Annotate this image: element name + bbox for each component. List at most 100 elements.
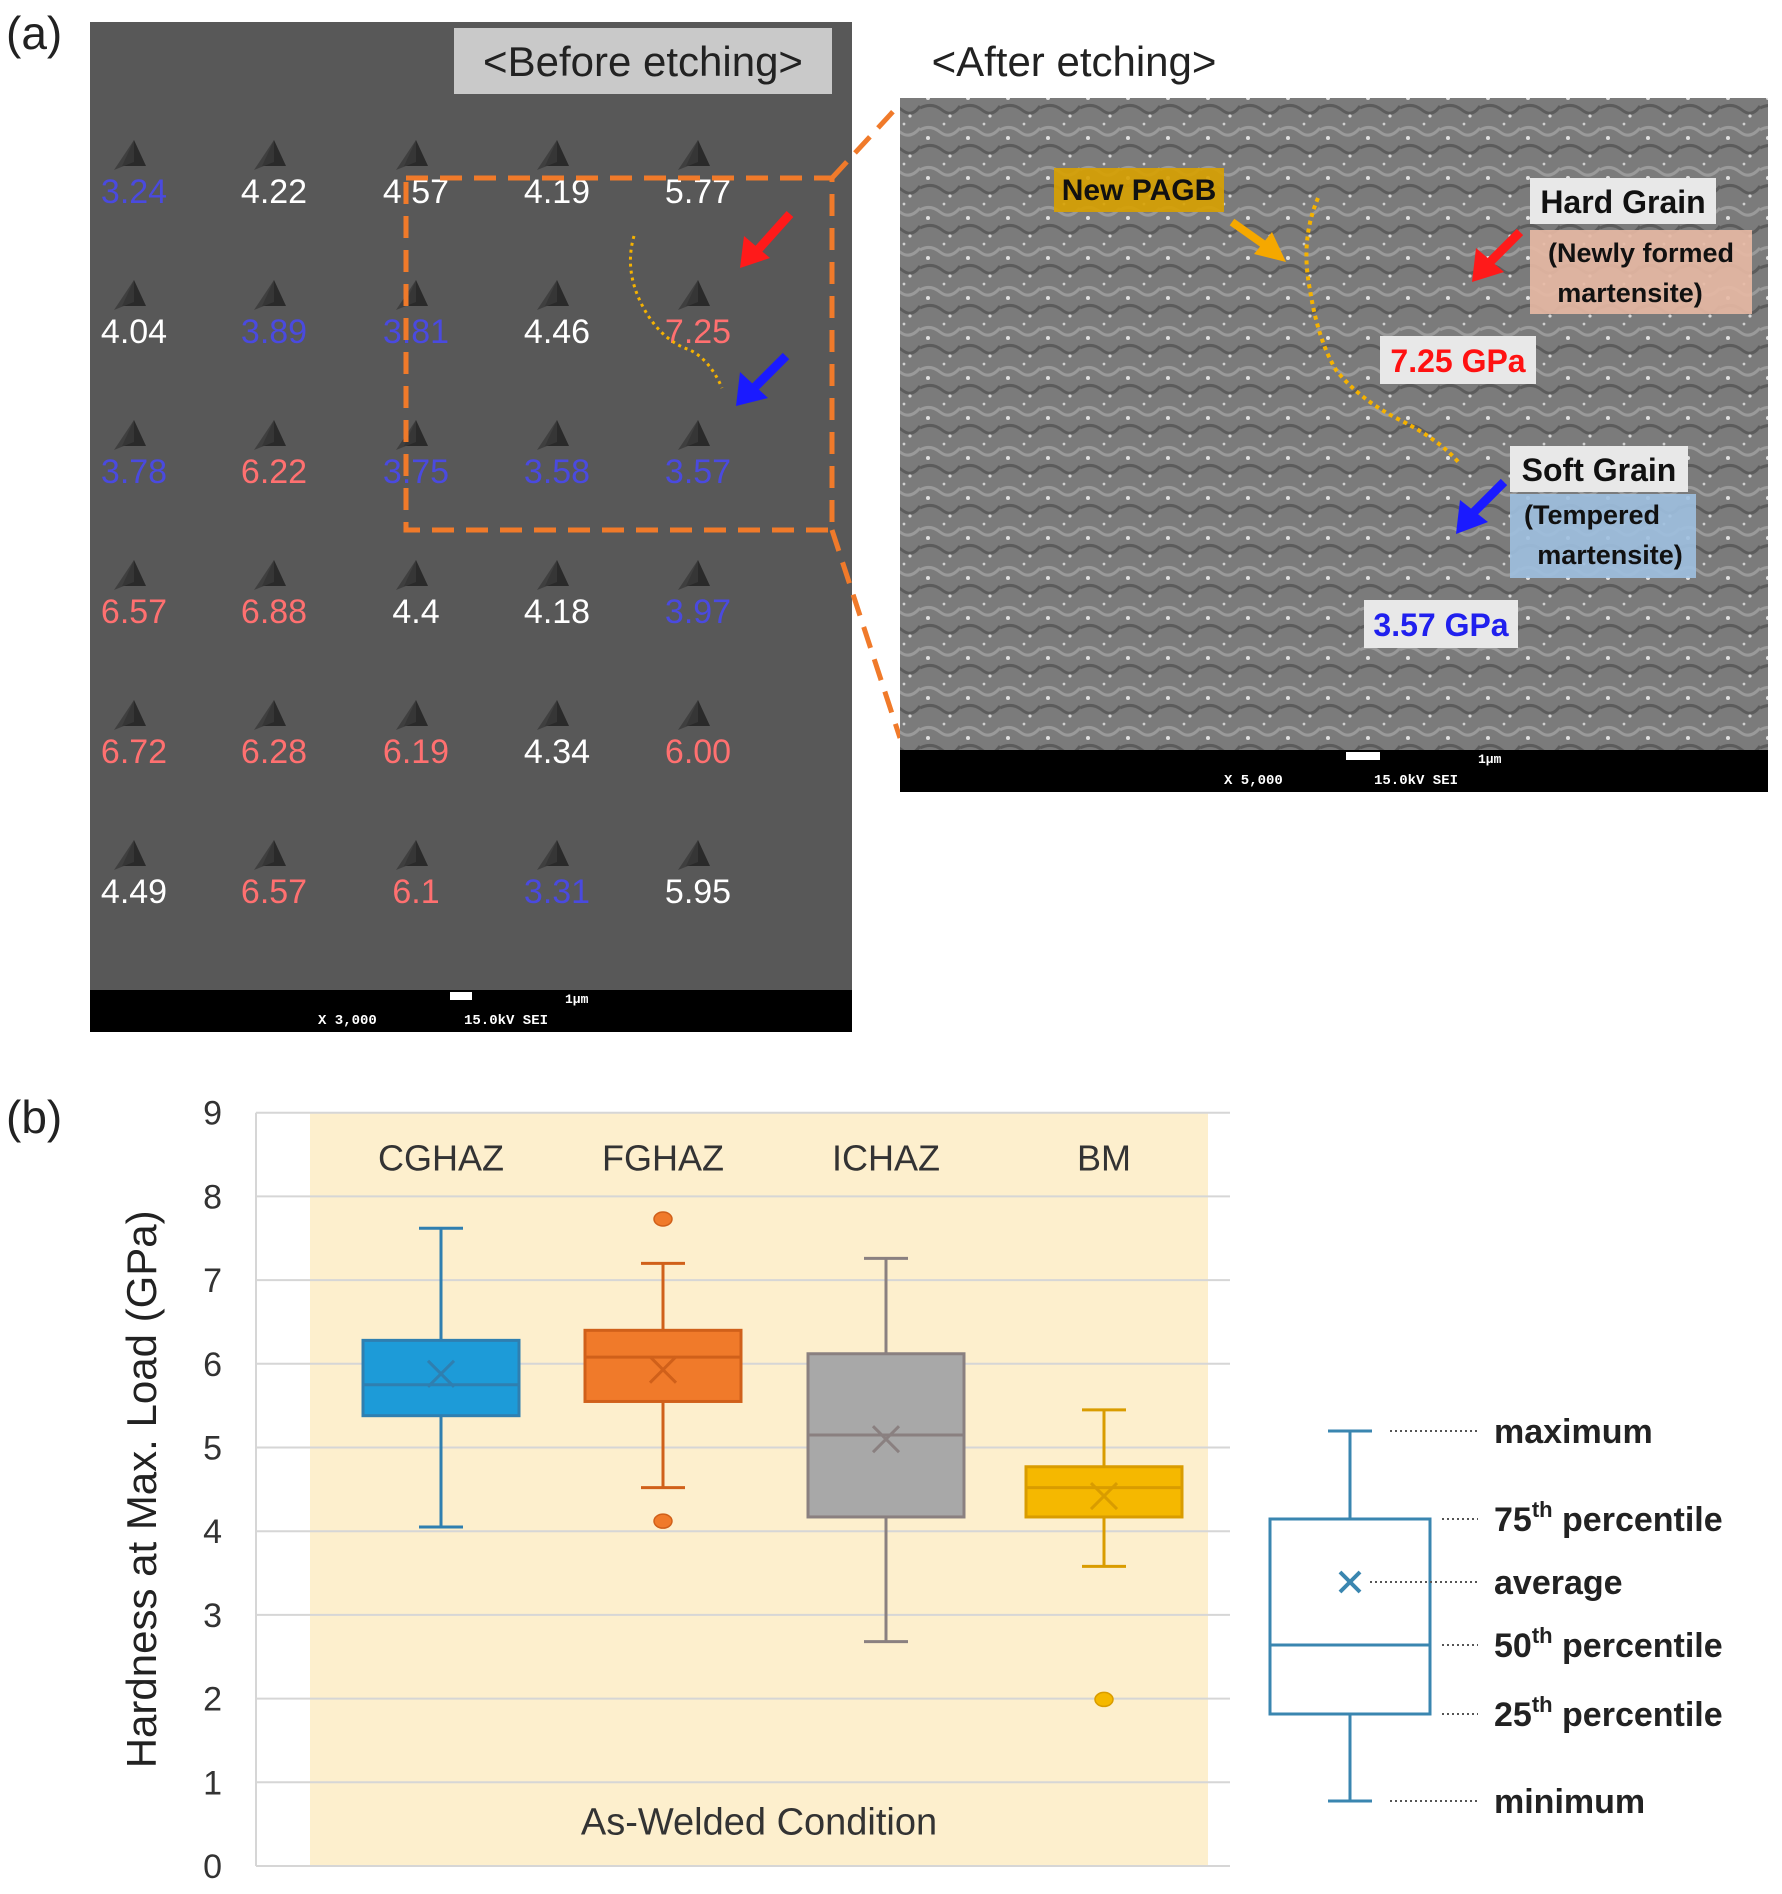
indent-mark (114, 140, 146, 170)
sem-info-bar-right (900, 750, 1768, 792)
hardness-value: 3.97 (665, 593, 731, 631)
panel-a-figure: 1μm X 3,000 15.0kV SEI <Before etching> … (90, 22, 1768, 1032)
hardness-value: 5.95 (665, 873, 731, 911)
hardness-value: 4.04 (101, 313, 167, 351)
y-tick-label: 8 (203, 1178, 222, 1216)
indent-mark (537, 560, 569, 590)
voltage-right: 15.0kV SEI (1374, 773, 1458, 789)
y-tick-label: 9 (203, 1095, 222, 1133)
hardness-value: 6.57 (101, 593, 167, 631)
red-arrow-right (1472, 228, 1524, 282)
indent-mark (396, 700, 428, 730)
hardness-value: 6.22 (241, 453, 307, 491)
indent-mark (114, 560, 146, 590)
indent-mark (678, 140, 710, 170)
hard-grain-desc-2: martensite) (1557, 278, 1703, 308)
mean-marker (648, 1355, 678, 1384)
hardness-value: 4.49 (101, 873, 167, 911)
pagb-line-right (1304, 197, 1462, 466)
zoom-region-box (403, 175, 835, 533)
voltage-left: 15.0kV SEI (464, 1013, 548, 1029)
before-title: <Before etching> (483, 38, 803, 85)
legend-mean-marker (1338, 1570, 1362, 1594)
indent-mark (537, 700, 569, 730)
soft-grain-desc-1: (Tempered (1524, 500, 1660, 530)
indent-mark (396, 140, 428, 170)
indent-mark (114, 840, 146, 870)
y-tick-label: 6 (203, 1346, 222, 1384)
soft-grain-desc-box (1510, 494, 1696, 578)
indent-mark (537, 140, 569, 170)
hard-value-box (1380, 336, 1536, 384)
category-label: FGHAZ (602, 1138, 724, 1179)
indent-mark (678, 420, 710, 450)
hardness-value: 3.24 (101, 173, 167, 211)
hardness-value: 6.88 (241, 593, 307, 631)
hardness-value: 3.81 (383, 313, 449, 351)
y-tick-label: 1 (203, 1764, 222, 1802)
legend-box (1268, 1517, 1432, 1716)
mean-marker (1089, 1481, 1119, 1511)
zoom-connector-top (830, 102, 902, 180)
hard-value-label: 7.25 GPa (1390, 343, 1525, 379)
hardness-value: 7.25 (665, 313, 731, 351)
y-tick-label: 0 (203, 1848, 222, 1886)
scale-label-right: 1μm (1478, 752, 1502, 767)
outlier-point (1094, 1691, 1114, 1708)
hardness-value: 6.72 (101, 733, 167, 771)
hardness-value: 3.78 (101, 453, 167, 491)
indent-mark (537, 420, 569, 450)
soft-value-label: 3.57 GPa (1373, 607, 1508, 643)
hard-grain-desc-box (1530, 230, 1752, 314)
sem-image-before (90, 22, 852, 990)
hardness-value: 6.19 (383, 733, 449, 771)
y-tick-label: 3 (203, 1597, 222, 1635)
hardness-value: 4.18 (524, 593, 590, 631)
zoom-connector-bottom (829, 529, 903, 739)
hardness-value: 6.00 (665, 733, 731, 771)
hardness-value: 3.58 (524, 453, 590, 491)
soft-grain-desc-2: martensite) (1537, 540, 1683, 570)
indent-mark (254, 280, 286, 310)
hardness-grid: 3.24 4.22 4.57 4.19 5.774.04 3.89 3.81 4.46 7.25… (101, 140, 731, 911)
indent-mark (396, 560, 428, 590)
boxplot-legend: maximum 75th percentile average 50th percen… (1268, 1413, 1723, 1821)
box-iqr (361, 1338, 521, 1418)
scale-label-left: 1μm (565, 992, 589, 1007)
magnification-left: X 3,000 (318, 1013, 377, 1029)
hardness-value: 6.57 (241, 873, 307, 911)
indent-mark (114, 280, 146, 310)
hardness-value: 4.34 (524, 733, 590, 771)
outlier-point (653, 1211, 673, 1227)
legend-label: maximum (1494, 1413, 1653, 1451)
hardness-value: 4.4 (392, 593, 439, 631)
condition-label: As-Welded Condition (581, 1802, 937, 1844)
hardness-value: 3.89 (241, 313, 307, 351)
blue-arrow-left (736, 352, 790, 406)
mean-marker (871, 1425, 901, 1454)
soft-grain-box (1510, 446, 1688, 492)
indent-mark (678, 280, 710, 310)
hard-grain-label: Hard Grain (1540, 184, 1705, 220)
indent-mark (678, 560, 710, 590)
panel-b-label: (b) (6, 1091, 63, 1143)
indent-mark (678, 700, 710, 730)
indent-mark (254, 140, 286, 170)
hardness-value: 3.31 (524, 873, 590, 911)
soft-value-box (1364, 600, 1518, 648)
indent-mark (254, 420, 286, 450)
hardness-value: 4.46 (524, 313, 590, 351)
panel-b-boxplot: 0 1 2 3 4 5 6 7 8 9 Hardness at Max. Load (GPa) As-… (118, 1095, 1723, 1886)
category-label: ICHAZ (832, 1138, 940, 1179)
indent-mark (254, 700, 286, 730)
soft-grain-label: Soft Grain (1522, 452, 1677, 488)
category-label: BM (1077, 1138, 1131, 1179)
y-tick-label: 2 (203, 1681, 222, 1719)
hardness-value: 4.22 (241, 173, 307, 211)
indent-mark (114, 420, 146, 450)
after-title: <After etching> (932, 38, 1217, 85)
y-tick-label: 4 (203, 1513, 222, 1551)
new-pagb-label: New PAGB (1062, 174, 1216, 207)
legend-label: average (1494, 1564, 1623, 1602)
indent-mark (114, 700, 146, 730)
